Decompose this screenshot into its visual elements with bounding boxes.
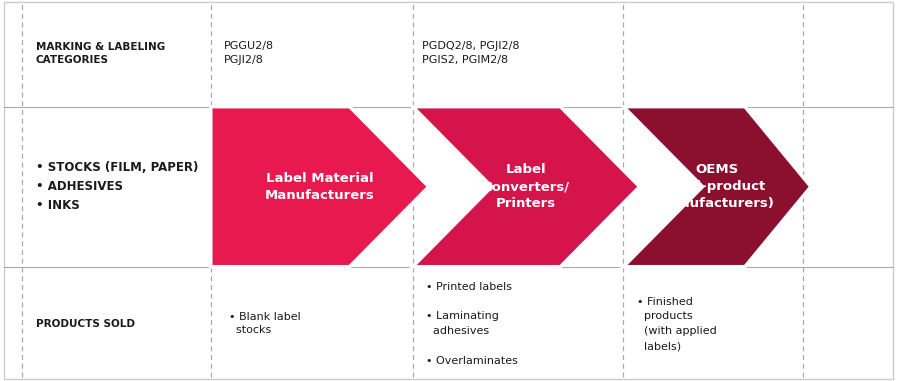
Polygon shape — [623, 107, 811, 267]
Polygon shape — [211, 107, 429, 267]
Text: • Blank label
  stocks: • Blank label stocks — [229, 312, 300, 335]
Text: Label Material
Manufacturers: Label Material Manufacturers — [265, 172, 375, 202]
Text: • STOCKS (FILM, PAPER)
• ADHESIVES
• INKS: • STOCKS (FILM, PAPER) • ADHESIVES • INK… — [36, 161, 198, 212]
Text: OEMS
(End-product
Manufacturers): OEMS (End-product Manufacturers) — [659, 163, 775, 210]
Text: MARKING & LABELING
CATEGORIES: MARKING & LABELING CATEGORIES — [36, 42, 165, 65]
Text: PGGU2/8
PGJI2/8: PGGU2/8 PGJI2/8 — [224, 42, 274, 65]
Polygon shape — [413, 107, 640, 267]
Text: PRODUCTS SOLD: PRODUCTS SOLD — [36, 319, 135, 329]
Text: • Printed labels

• Laminating
  adhesives

• Overlaminates: • Printed labels • Laminating adhesives … — [426, 282, 518, 366]
Text: PGDQ2/8, PGJI2/8
PGIS2, PGIM2/8: PGDQ2/8, PGJI2/8 PGIS2, PGIM2/8 — [422, 42, 519, 65]
Text: Label
Converters/
Printers: Label Converters/ Printers — [483, 163, 570, 210]
Text: • Finished
  products
  (with applied
  labels): • Finished products (with applied labels… — [637, 297, 717, 351]
